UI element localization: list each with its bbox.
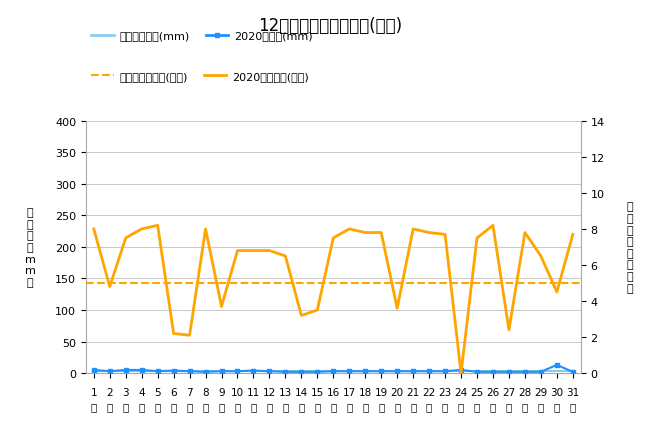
Text: 20: 20 xyxy=(391,387,404,397)
Text: 日: 日 xyxy=(426,401,432,411)
Text: 12月降水量・日照時間(日別): 12月降水量・日照時間(日別) xyxy=(258,17,402,35)
Text: 24: 24 xyxy=(455,387,468,397)
Text: 18: 18 xyxy=(358,387,372,397)
Text: 8: 8 xyxy=(202,387,209,397)
Text: 日: 日 xyxy=(218,401,224,411)
Text: 9: 9 xyxy=(218,387,225,397)
Text: 日: 日 xyxy=(442,401,448,411)
Text: 日: 日 xyxy=(187,401,193,411)
Text: 14: 14 xyxy=(295,387,308,397)
Text: 26: 26 xyxy=(486,387,500,397)
Text: 31: 31 xyxy=(566,387,579,397)
Text: 日: 日 xyxy=(266,401,273,411)
Text: 日: 日 xyxy=(314,401,321,411)
Legend: 日照時間平年値(時間), 2020日照時間(時間): 日照時間平年値(時間), 2020日照時間(時間) xyxy=(91,72,309,82)
Text: 1: 1 xyxy=(90,387,97,397)
Text: 日: 日 xyxy=(330,401,337,411)
Text: 日: 日 xyxy=(410,401,416,411)
Text: 25: 25 xyxy=(471,387,484,397)
Text: 22: 22 xyxy=(422,387,436,397)
Text: 23: 23 xyxy=(438,387,451,397)
Text: 10: 10 xyxy=(231,387,244,397)
Text: 日: 日 xyxy=(538,401,544,411)
Text: 21: 21 xyxy=(407,387,420,397)
Text: 30: 30 xyxy=(550,387,564,397)
Text: 15: 15 xyxy=(311,387,324,397)
Text: 日: 日 xyxy=(362,401,368,411)
Text: 3: 3 xyxy=(122,387,129,397)
Y-axis label: 降
水
量
（
m
m
）: 降 水 量 （ m m ） xyxy=(24,208,36,287)
Text: 日: 日 xyxy=(522,401,528,411)
Text: 日: 日 xyxy=(154,401,161,411)
Text: 2: 2 xyxy=(106,387,113,397)
Text: 日: 日 xyxy=(458,401,464,411)
Text: 16: 16 xyxy=(327,387,340,397)
Text: 日: 日 xyxy=(282,401,288,411)
Text: 日: 日 xyxy=(346,401,352,411)
Text: 28: 28 xyxy=(518,387,531,397)
Text: 27: 27 xyxy=(502,387,515,397)
Text: 日: 日 xyxy=(139,401,145,411)
Text: 19: 19 xyxy=(375,387,388,397)
Text: 29: 29 xyxy=(534,387,548,397)
Text: 日: 日 xyxy=(570,401,576,411)
Text: 日: 日 xyxy=(298,401,304,411)
Text: 日: 日 xyxy=(203,401,209,411)
Text: 日: 日 xyxy=(123,401,129,411)
Text: 日: 日 xyxy=(234,401,241,411)
Text: 5: 5 xyxy=(154,387,161,397)
Text: 17: 17 xyxy=(343,387,356,397)
Text: 日: 日 xyxy=(378,401,384,411)
Text: 日: 日 xyxy=(394,401,401,411)
Text: 7: 7 xyxy=(186,387,193,397)
Text: 日: 日 xyxy=(170,401,177,411)
Y-axis label: 日
照
時
間
（
時
間
）: 日 照 時 間 （ 時 間 ） xyxy=(626,202,633,293)
Text: 12: 12 xyxy=(263,387,276,397)
Text: 日: 日 xyxy=(490,401,496,411)
Text: 13: 13 xyxy=(279,387,292,397)
Text: 日: 日 xyxy=(554,401,560,411)
Text: 日: 日 xyxy=(506,401,512,411)
Text: 6: 6 xyxy=(170,387,177,397)
Text: 4: 4 xyxy=(139,387,145,397)
Text: 日: 日 xyxy=(474,401,480,411)
Text: 日: 日 xyxy=(107,401,113,411)
Text: 11: 11 xyxy=(247,387,260,397)
Text: 日: 日 xyxy=(250,401,257,411)
Text: 日: 日 xyxy=(90,401,97,411)
